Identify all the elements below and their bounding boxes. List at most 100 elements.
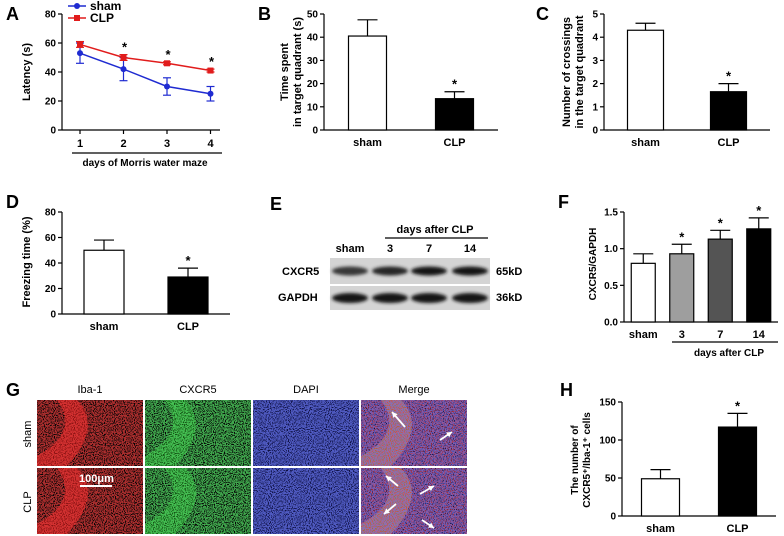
micro-col-dapi: DAPI bbox=[293, 384, 319, 396]
y-tick-label: 0 bbox=[312, 126, 318, 137]
panel-letter-f: F bbox=[558, 192, 569, 212]
y-axis-label-line2: in the target quadrant bbox=[574, 15, 586, 128]
chart-f-cxcr5-ratio: 0.0 0.5 1.0 1.5 sham 3 * 7 * 14 * CXCR5/GAPDH days a… bbox=[588, 203, 778, 359]
y-axis-label-line1: Time spent bbox=[279, 43, 291, 101]
y-axis-label: Latency (s) bbox=[21, 43, 33, 101]
bar-sham bbox=[83, 249, 125, 315]
y-tick-label: 20 bbox=[45, 284, 57, 295]
y-tick-label: 20 bbox=[307, 79, 319, 90]
significance-marker: * bbox=[122, 40, 128, 55]
blot-header: days after CLP bbox=[396, 224, 473, 236]
data-point bbox=[207, 90, 214, 97]
significance-marker: * bbox=[718, 215, 724, 230]
x-tick-label: 4 bbox=[207, 138, 214, 150]
y-tick-label: 3 bbox=[592, 56, 598, 67]
bar-sham bbox=[626, 29, 665, 131]
speckle-texture bbox=[145, 468, 251, 534]
blot-size-65kd: 65kD bbox=[496, 266, 522, 278]
y-tick-label: 0 bbox=[592, 126, 598, 137]
y-tick-label: 40 bbox=[45, 259, 57, 270]
y-axis-label: Freezing time (%) bbox=[21, 216, 33, 307]
band-gapdh-sham bbox=[332, 293, 368, 303]
speckle-texture bbox=[253, 468, 359, 534]
significance-marker: * bbox=[679, 229, 685, 244]
speckle-texture-blue bbox=[361, 468, 467, 534]
y-tick-label: 50 bbox=[605, 474, 617, 485]
arrow-head bbox=[446, 432, 452, 438]
y-tick-label: 60 bbox=[45, 39, 57, 50]
bar-sham bbox=[640, 478, 681, 517]
y-axis-label: CXCR5/GAPDH bbox=[588, 228, 599, 301]
y-tick-label: 0 bbox=[50, 126, 56, 137]
y-tick-label: 20 bbox=[45, 97, 57, 108]
arrow-head bbox=[428, 522, 434, 528]
y-tick-label: 50 bbox=[307, 10, 319, 21]
x-tick-label: 3 bbox=[164, 138, 170, 150]
chart-h-cell-count: 0 50 100 150 sham CLP * The number of CXCR5⁺/Iba… bbox=[570, 398, 776, 535]
y-tick-label: 2 bbox=[592, 79, 598, 90]
panel-letter-a: A bbox=[6, 4, 19, 24]
micro-col-cxcr5: CXCR5 bbox=[179, 384, 216, 396]
micro-tiles bbox=[37, 400, 467, 534]
panel-letter-g: G bbox=[6, 380, 20, 400]
speckle-texture bbox=[145, 400, 251, 466]
bar-CLP bbox=[167, 276, 209, 315]
panel-letter-b: B bbox=[258, 4, 271, 24]
x-tick-label: 3 bbox=[679, 329, 685, 341]
bar-CLP bbox=[717, 426, 758, 517]
x-tick-label: sham bbox=[629, 329, 658, 341]
band-cxcr5-14 bbox=[452, 266, 488, 276]
significance-marker: * bbox=[185, 253, 191, 268]
scale-bar-label: 100μm bbox=[79, 473, 114, 485]
bar-14 bbox=[746, 228, 772, 323]
western-blot: days after CLP sham 3 7 14 CXCR5 GAPDH 6… bbox=[278, 224, 522, 310]
blot-lane-sham: sham bbox=[336, 243, 365, 255]
chart-d-freezing: 0 20 40 60 80 sham CLP * Freezing time (%) bbox=[21, 208, 230, 333]
y-tick-label: 0.5 bbox=[604, 281, 618, 292]
band-gapdh-3 bbox=[372, 293, 408, 303]
significance-marker: * bbox=[735, 398, 741, 413]
significance-marker: * bbox=[452, 77, 458, 92]
blot-lane-7: 7 bbox=[426, 243, 432, 255]
bar-3 bbox=[669, 253, 695, 323]
bar-sham bbox=[347, 35, 388, 131]
bar-CLP bbox=[709, 91, 748, 131]
data-point bbox=[77, 50, 83, 57]
micrograph-dapi-clp bbox=[253, 468, 359, 534]
x-tick-label: CLP bbox=[727, 523, 749, 535]
legend-label: CLP bbox=[90, 11, 114, 25]
band-cxcr5-3 bbox=[372, 266, 408, 276]
chart-c-crossings: 0 1 2 3 4 5 sham CLP * Number of crossings in the … bbox=[561, 10, 770, 149]
micrograph-merge-clp bbox=[361, 468, 467, 534]
chart-b-time-spent: 0 10 20 30 40 50 sham CLP * Time spent in target q… bbox=[279, 10, 498, 149]
bar-CLP bbox=[434, 98, 475, 131]
blot-row-cxcr5-label: CXCR5 bbox=[282, 266, 319, 278]
y-axis-label-line1: The number of bbox=[570, 425, 581, 495]
micrograph-dapi-sham bbox=[253, 400, 359, 466]
micrograph-iba1-clp bbox=[37, 468, 143, 534]
y-tick-label: 30 bbox=[307, 56, 319, 67]
y-tick-label: 80 bbox=[45, 10, 57, 21]
arrow-head bbox=[392, 412, 398, 418]
speckle-texture bbox=[37, 400, 143, 466]
x-tick-label: 14 bbox=[753, 329, 766, 341]
micro-row-sham: sham bbox=[22, 421, 34, 448]
data-point bbox=[120, 66, 127, 73]
panel-letter-c: C bbox=[536, 4, 549, 24]
x-tick-label: 7 bbox=[717, 329, 723, 341]
band-cxcr5-7 bbox=[411, 266, 447, 276]
x-tick-label: CLP bbox=[177, 321, 199, 333]
panel-letter-h: H bbox=[560, 380, 573, 400]
bar-sham bbox=[630, 262, 656, 323]
arrow-head bbox=[386, 476, 392, 482]
y-tick-label: 5 bbox=[592, 10, 598, 21]
y-axis-label-line2: CXCR5⁺/Iba-1⁺ cells bbox=[582, 412, 593, 508]
x-tick-label: sham bbox=[646, 523, 675, 535]
y-axis-label-line2: in target quadrant (s) bbox=[292, 17, 304, 127]
micro-row-clp: CLP bbox=[22, 491, 34, 512]
micro-col-iba1: Iba-1 bbox=[77, 384, 102, 396]
bar-7 bbox=[707, 238, 733, 323]
legend-marker bbox=[74, 15, 80, 21]
